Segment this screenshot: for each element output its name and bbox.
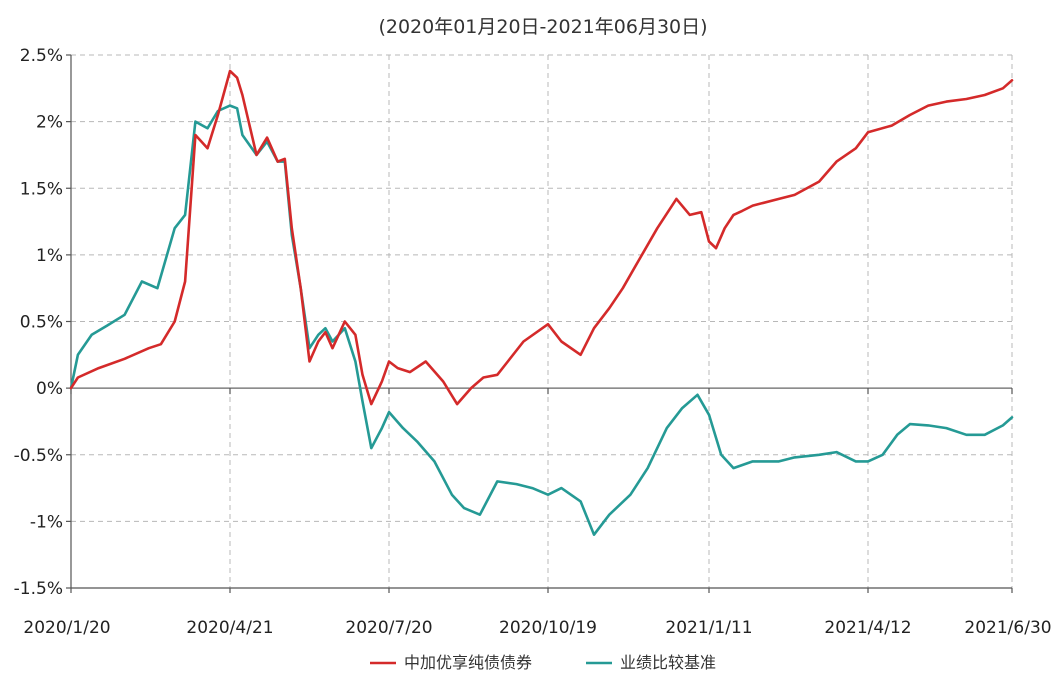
y-tick-label: -1% (30, 512, 63, 532)
series-lines (69, 69, 1014, 536)
y-tick-label: 0% (36, 379, 63, 399)
grid (71, 54, 1013, 589)
x-tick-label: 2020/10/19 (499, 618, 597, 638)
y-tick-label: 1% (36, 246, 63, 266)
x-tick-label: 2020/1/20 (23, 618, 110, 638)
y-tick-label: 2.5% (20, 46, 63, 66)
x-tick-label: 2020/7/20 (345, 618, 432, 638)
y-tick-label: -1.5% (14, 579, 63, 599)
chart-title: (2020年01月20日-2021年06月30日) (378, 16, 707, 38)
axes: 2.5% 2% 1.5% 1% 0.5% 0% -0.5% -1% -1.5% 2020/1/20… (14, 46, 1052, 638)
series-line (69, 69, 1014, 406)
x-tick-label: 2021/1/11 (665, 618, 752, 638)
y-tick-label: 1.5% (20, 179, 63, 199)
x-tick-label: 2020/4/21 (186, 618, 273, 638)
y-tick-label: 2% (36, 113, 63, 133)
legend: 中加优享纯债债券 业绩比较基准 (370, 653, 716, 672)
x-tick-label: 2021/6/30 (964, 618, 1051, 638)
legend-entry: 业绩比较基准 (620, 653, 716, 672)
series-line (69, 104, 1014, 536)
y-tick-label: -0.5% (14, 446, 63, 466)
legend-entry: 中加优享纯债债券 (404, 653, 532, 672)
y-tick-label: 0.5% (20, 313, 63, 333)
x-tick-label: 2021/4/12 (824, 618, 911, 638)
